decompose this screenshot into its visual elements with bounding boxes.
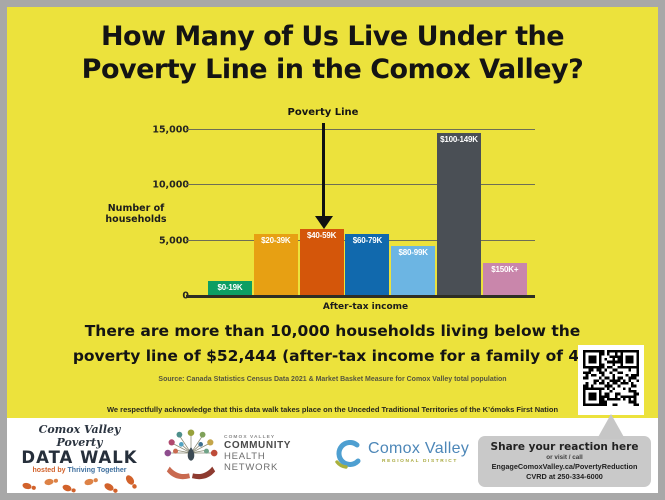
chart-bar: $60-79K	[345, 234, 390, 295]
qr-assembly	[578, 345, 644, 445]
qr-code-image	[583, 350, 639, 406]
chn-logo-text: COMOX VALLEY COMMUNITY HEALTH NETWORK	[224, 435, 291, 473]
chn-line-3: HEALTH	[224, 451, 266, 462]
statement-line-1: There are more than 10,000 households li…	[84, 322, 581, 340]
poverty-line-arrow-head	[315, 216, 333, 229]
land-acknowledgment: We respectfully acknowledge that this da…	[106, 405, 559, 414]
cvrd-name: Comox Valley	[368, 440, 470, 457]
gridline	[186, 129, 535, 130]
bar-label: $0-19K	[217, 282, 243, 292]
footer-logo-bar: Comox Valley Poverty DATA WALK hosted by…	[7, 418, 658, 493]
y-tick-label: 10,000	[152, 179, 189, 191]
plot-area: $0-19K $20-39K $40-59K $60-79K $80-99K $100-1…	[186, 129, 535, 298]
page-title: How Many of Us Live Under the Poverty Li…	[7, 20, 658, 86]
chart-bar: $20-39K	[253, 234, 298, 295]
thriving-together-text: Thriving Together	[67, 467, 127, 474]
poverty-line-annotation: Poverty Line	[287, 107, 359, 118]
chart-bar: $40-59K	[299, 228, 344, 295]
chn-line-4: NETWORK	[224, 462, 279, 473]
cvrd-swoosh-icon	[335, 440, 361, 469]
share-reaction-bubble: Share your reaction here or visit / call…	[478, 436, 651, 487]
cvrd-logo-text: Comox Valley REGIONAL DISTRICT	[368, 440, 469, 464]
poverty-line-arrow-shaft	[322, 123, 325, 217]
x-axis-label: After-tax income	[322, 302, 409, 312]
bubble-line-2: or visit / call	[546, 454, 583, 461]
chn-tree-hands-icon	[164, 429, 218, 480]
y-tick-label: 5,000	[158, 235, 189, 247]
chart-bar: $80-99K	[391, 246, 436, 295]
bubble-line-3: EngageComoxValley.ca/PovertyReduction	[491, 462, 638, 471]
bar-label: $20-39K	[261, 236, 291, 246]
statement-line-2: poverty line of $52,444 (after-tax incom…	[72, 347, 593, 365]
bar-label: $80-99K	[398, 248, 428, 258]
chn-line-2: COMMUNITY	[224, 440, 292, 451]
title-line-1: How Many of Us Live Under the	[100, 21, 565, 52]
data-walk-logo: Comox Valley Poverty DATA WALK hosted by…	[17, 423, 142, 493]
footprints-icon	[22, 475, 137, 493]
bubble-title: Share your reaction here	[490, 441, 639, 453]
source-note: Source: Canada Statistics Census Data 20…	[158, 376, 507, 383]
bar-label: $100-149K	[440, 135, 478, 145]
poster-body: How Many of Us Live Under the Poverty Li…	[7, 7, 658, 418]
chn-line-1: COMOX VALLEY	[224, 435, 276, 440]
bubble-line-4: CVRD at 250-334-6000	[526, 472, 603, 481]
data-walk-logo-script: Comox Valley Poverty	[38, 423, 121, 449]
bar-label: $150K+	[491, 264, 519, 274]
x-axis-line	[186, 295, 535, 298]
hosted-by-text: hosted by	[32, 467, 66, 474]
title-line-2: Poverty Line in the Comox Valley?	[81, 54, 584, 85]
gridline	[186, 184, 535, 186]
key-statement: There are more than 10,000 households li…	[7, 319, 658, 369]
community-health-network-logo: COMOX VALLEY COMMUNITY HEALTH NETWORK	[162, 424, 291, 484]
data-walk-logo-title: DATA WALK	[21, 448, 138, 467]
y-axis-ticks: 0 5,000 10,000 15,000	[127, 125, 189, 302]
y-axis-label: Number of households	[105, 203, 167, 225]
chart-bar: $150K+	[482, 262, 527, 295]
bar-label: $40-59K	[306, 230, 337, 240]
chart-bar: $100-149K	[437, 133, 481, 295]
qr-code	[578, 345, 644, 415]
comox-valley-regional-district-logo: Comox Valley REGIONAL DISTRICT	[333, 440, 469, 470]
bar-label: $60-79K	[352, 236, 383, 246]
y-tick-label: 15,000	[152, 124, 189, 136]
y-tick-label: 0	[182, 291, 189, 302]
qr-bubble-pointer	[597, 414, 625, 439]
data-walk-hosted-by: hosted by Thriving Together	[17, 467, 142, 474]
chart-bar: $0-19K	[208, 280, 252, 295]
cvrd-subtitle: REGIONAL DISTRICT	[382, 459, 458, 464]
